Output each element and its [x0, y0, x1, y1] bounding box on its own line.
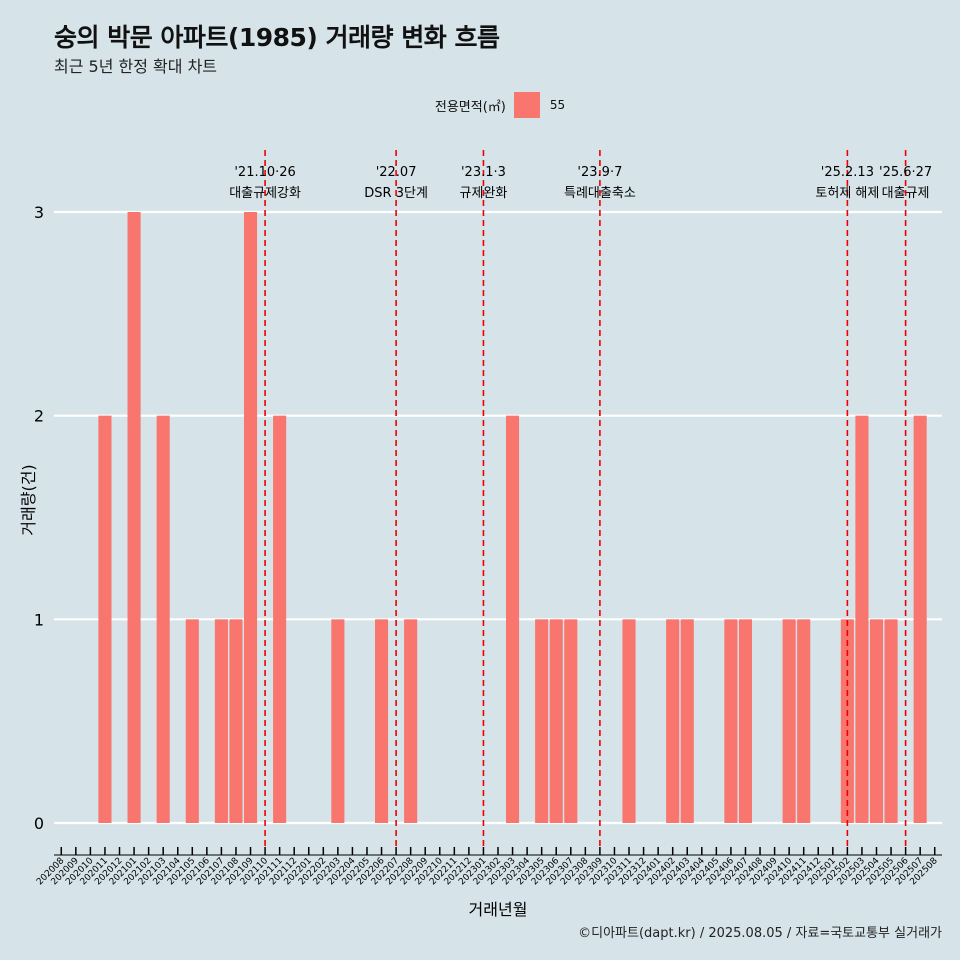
bar: [214, 619, 228, 823]
legend-label: 55: [549, 98, 566, 112]
bar: [564, 619, 578, 823]
event-date-label: '21.10·26: [234, 165, 295, 180]
bar: [869, 619, 884, 823]
legend-title: 전용면적(㎡): [434, 99, 506, 115]
bar: [884, 619, 898, 823]
bar: [331, 619, 345, 823]
event-date-label: '23.1·3: [461, 165, 506, 180]
bar: [98, 415, 112, 823]
bar: [535, 619, 549, 823]
bar: [243, 212, 258, 823]
bar: [273, 415, 287, 823]
y-axis-title: 거래량(건): [19, 464, 38, 535]
legend-swatch: [513, 92, 540, 118]
bar: [724, 619, 738, 823]
bar: [622, 619, 636, 823]
event-name-label: 대출규제강화: [229, 186, 301, 201]
event-name-label: 토허제 해제: [815, 186, 879, 201]
bar: [782, 619, 796, 823]
bar: [229, 619, 243, 823]
bar: [374, 619, 389, 823]
bar: [913, 415, 927, 823]
event-date-label: '25.6·27: [879, 165, 932, 180]
x-axis-title: 거래년월: [469, 900, 528, 919]
y-tick-label: 1: [34, 610, 44, 629]
bar: [506, 415, 520, 823]
bar: [797, 619, 811, 823]
bar: [404, 619, 418, 823]
y-tick-label: 2: [34, 407, 44, 426]
event-name-label: 규제완화: [460, 186, 508, 201]
event-date-label: '22.07: [376, 165, 417, 180]
source-caption: ©디아파트(dapt.kr) / 2025.08.05 / 자료=국토교통부 실…: [578, 926, 942, 941]
bar: [156, 415, 170, 823]
event-name-label: 특례대출축소: [564, 186, 636, 201]
event-name-label: DSR 3단계: [364, 186, 428, 201]
bar: [680, 619, 694, 823]
y-tick-label: 3: [34, 203, 44, 222]
bar: [666, 619, 680, 823]
bar: [738, 619, 753, 823]
bar: [855, 415, 869, 823]
bar: [549, 619, 563, 823]
legend: 전용면적(㎡) 55: [0, 92, 960, 118]
y-tick-label: 0: [34, 814, 44, 833]
bar: [127, 212, 141, 823]
chart-title: 숭의 박문 아파트(1985) 거래량 변화 흐름: [54, 23, 500, 52]
bar: [185, 619, 199, 823]
event-date-label: '23.9·7: [577, 165, 622, 180]
event-date-label: '25.2.13: [821, 165, 874, 180]
event-name-label: 대출규제: [882, 186, 930, 201]
chart-subtitle: 최근 5년 한정 확대 차트: [54, 57, 218, 76]
